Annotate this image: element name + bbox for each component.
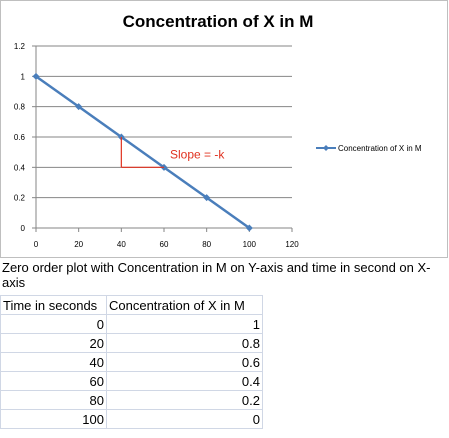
table-row: 0 1 (0, 314, 263, 334)
header-concentration: Concentration of X in M (106, 295, 263, 315)
chart-caption: Zero order plot with Concentration in M … (2, 260, 431, 290)
data-point (32, 72, 40, 80)
x-tick-label: 100 (243, 240, 257, 249)
grid-lines (36, 45, 292, 199)
data-point (203, 194, 211, 202)
y-tick-label: 0.2 (14, 194, 26, 203)
y-tick-label: 1.2 (14, 42, 26, 51)
y-tick-label: 0 (21, 224, 26, 233)
table-row: 20 0.8 (0, 333, 263, 353)
legend-label: Concentration of X in M (338, 144, 422, 153)
tick-labels: 0 0.2 0.4 0.6 0.8 1 1.2 0 20 40 60 80 100 120 (14, 42, 299, 249)
data-table: Time in seconds Concentration of X in M … (0, 295, 263, 429)
x-tick-label: 20 (74, 240, 83, 249)
cell-time: 20 (0, 333, 107, 353)
legend-marker (323, 145, 329, 151)
data-point (75, 103, 83, 111)
y-tick-label: 0.8 (14, 103, 26, 112)
cell-time: 60 (0, 371, 107, 391)
y-tick-label: 0.4 (14, 163, 26, 172)
cell-concentration: 0.8 (106, 333, 263, 353)
cell-concentration: 1 (106, 314, 263, 334)
chart-title: Concentration of X in M (123, 12, 314, 31)
legend: Concentration of X in M (316, 144, 422, 153)
table-row: 80 0.2 (0, 390, 263, 410)
cell-time: 100 (0, 409, 107, 429)
x-tick-label: 0 (34, 240, 39, 249)
table-row: 40 0.6 (0, 352, 263, 372)
series-line (35, 75, 251, 230)
y-tick-label: 1 (21, 72, 26, 81)
x-tick-label: 80 (202, 240, 211, 249)
cell-concentration: 0 (106, 409, 263, 429)
chart-frame: Concentration of X in M 0 0.2 0.4 0.6 0.8 1 1.… (0, 0, 448, 258)
cell-time: 0 (0, 314, 107, 334)
x-tick-label: 60 (160, 240, 169, 249)
cell-concentration: 0.2 (106, 390, 263, 410)
y-tick-label: 0.6 (14, 133, 26, 142)
data-point (245, 224, 253, 232)
table-row: 60 0.4 (0, 371, 263, 391)
cell-time: 40 (0, 352, 107, 372)
series-layer (32, 72, 253, 232)
table-header-row: Time in seconds Concentration of X in M (0, 295, 263, 315)
axes (32, 45, 293, 232)
chart-svg: Concentration of X in M 0 0.2 0.4 0.6 0.8 1 1.… (14, 12, 422, 249)
cell-concentration: 0.6 (106, 352, 263, 372)
header-time: Time in seconds (0, 295, 107, 315)
x-tick-label: 120 (285, 240, 299, 249)
cell-time: 80 (0, 390, 107, 410)
table-row: 100 0 (0, 409, 263, 429)
slope-annotation: Slope = -k (120, 137, 225, 168)
x-tick-label: 40 (117, 240, 126, 249)
cell-concentration: 0.4 (106, 371, 263, 391)
slope-label: Slope = -k (170, 147, 225, 161)
